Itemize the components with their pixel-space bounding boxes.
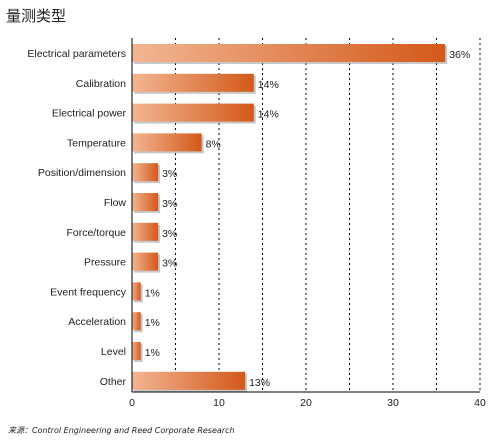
bar [132,103,254,122]
value-label: 3% [162,198,177,210]
bar [132,222,159,241]
category-label: Force/torque [66,227,126,239]
x-tick-label: 10 [213,397,225,409]
category-label: Event frequency [50,286,127,298]
value-label: 14% [258,109,279,121]
category-label: Calibration [76,78,126,90]
value-label: 36% [449,49,470,61]
bar [132,163,159,182]
x-tick-label: 30 [387,397,399,409]
category-label: Other [100,376,127,388]
gridlines [175,38,481,392]
category-label: Temperature [67,137,126,149]
category-label: Electrical power [52,108,127,120]
value-label: 3% [162,168,177,180]
bar [132,282,141,301]
bar [132,252,159,271]
value-label: 1% [145,287,160,299]
category-label: Level [101,346,126,358]
value-label: 13% [249,377,270,389]
x-tick-label: 40 [474,397,486,409]
x-tick-label: 20 [300,397,312,409]
bar [132,342,141,360]
bar [132,312,141,331]
bar [132,371,246,390]
chart-title: 量测类型 [6,7,66,25]
category-label: Position/dimension [38,167,126,179]
category-label: Acceleration [68,316,126,328]
x-tick-label: 0 [129,397,135,409]
category-label: Pressure [84,257,126,269]
value-label: 1% [145,347,160,359]
bar [132,193,159,211]
category-label: Flow [104,197,127,209]
axes: 0 10 20 30 40 [129,38,486,409]
value-label: 3% [162,228,177,240]
category-label: Electrical parameters [27,48,126,60]
bar [132,73,254,92]
bar [132,133,202,152]
value-label: 8% [206,138,221,150]
value-label: 3% [162,258,177,270]
bars: Electrical parameters 36% Calibration 14% El… [27,44,470,392]
value-label: 14% [258,79,279,91]
value-label: 1% [145,317,160,329]
bar [132,44,446,62]
source-note: 来源：Control Engineering and Reed Corporat… [8,426,235,435]
